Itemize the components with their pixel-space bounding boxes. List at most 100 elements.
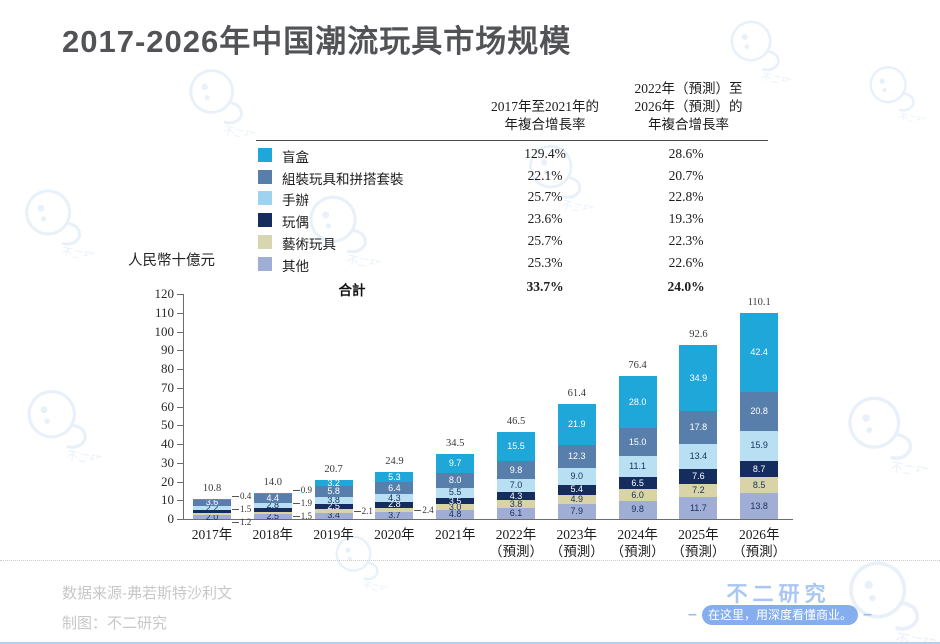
legend-label: 玩偶: [282, 215, 309, 231]
callout-leader-line: [353, 510, 361, 512]
bar-segment: [314, 512, 353, 519]
legend-label: 盲盒: [282, 150, 309, 165]
bar-segment-value: 5.8: [327, 485, 340, 496]
x-tick-forecast-label: （預測）: [732, 544, 787, 559]
bar-segment-value: 7.6: [692, 470, 705, 481]
bar-segment-value: 3.5: [448, 495, 462, 506]
bar-segment-value: 11.1: [629, 461, 647, 472]
bar-segment: [436, 472, 475, 488]
bar-segment: [436, 497, 475, 505]
bar-segment: [436, 510, 475, 519]
y-tick-label: 50: [161, 417, 174, 433]
callout-leader-line: [292, 489, 300, 491]
legend-cagr-2022-2026: 22.3%: [668, 232, 704, 248]
brand-slogan-text: 在这里，用深度看懂商业。: [707, 608, 852, 622]
y-tick-mark: [177, 444, 183, 445]
bar-segment: [679, 497, 718, 519]
bar-segment: [740, 392, 779, 432]
legend-row: 玩偶 23.6% 19.3%: [256, 211, 776, 231]
callout-leader-line: [232, 495, 239, 497]
bar-segment: [679, 345, 718, 411]
bar-segment: [193, 513, 231, 516]
legend-cagr-2022-2026: 22.6%: [668, 254, 704, 270]
y-tick-mark: [177, 331, 183, 333]
chart-credit-text: 制图：不二研究: [62, 615, 168, 632]
bar-segment-value: 3.0: [448, 501, 462, 512]
legend-label: 組裝玩具和拼搭套裝: [282, 171, 404, 187]
y-tick-mark: [177, 481, 183, 483]
y-tick-mark: [177, 406, 183, 408]
legend-label: 其他: [282, 258, 309, 274]
y-tick-label: 10: [161, 492, 174, 508]
bar-segment-value: 7.0: [509, 480, 523, 491]
x-tick-forecast-label: （預測）: [671, 544, 726, 559]
bar-segment: [618, 428, 657, 457]
callout-leader-line: [292, 515, 300, 517]
y-tick-label: 70: [161, 379, 174, 395]
bar-segment: [557, 495, 596, 505]
x-tick-label: 2017年: [191, 527, 233, 542]
bar-segment: [740, 477, 779, 494]
bar-segment: [740, 431, 779, 461]
x-tick-forecast-label: （預測）: [610, 544, 665, 559]
bar-segment: [618, 477, 657, 490]
bar-segment: [618, 375, 657, 429]
callout-leader-line: [414, 509, 422, 511]
brand-slogan-pill: 在这里，用深度看懂商业。: [688, 605, 872, 625]
bar-segment: [375, 512, 414, 519]
y-tick-label: 20: [161, 473, 174, 489]
bar-total-value: 34.5: [446, 438, 465, 450]
x-tick-label: 2026年: [738, 527, 780, 542]
legend-cagr-2017-2021: 22.1%: [527, 167, 563, 183]
legend-cagr-2017-2021: 23.6%: [527, 211, 563, 227]
bar-segment: [253, 492, 292, 495]
bar-segment-value: 13.8: [750, 500, 768, 511]
bar-segment: [253, 494, 292, 503]
legend-swatch: [258, 213, 272, 228]
callout-leader-line: [292, 502, 300, 504]
bar-segment-value: 9.8: [631, 504, 644, 515]
y-tick-mark: [177, 500, 183, 502]
bar-segment: [679, 469, 718, 484]
bar-segment: [375, 507, 414, 513]
bar-segment: [557, 468, 596, 485]
bar-segment-value: 3.8: [327, 494, 340, 505]
y-tick-label: 120: [154, 286, 175, 301]
y-tick-label: 90: [161, 342, 174, 358]
bar-segment-value: 2.0: [205, 511, 219, 522]
callout-value: 0.9: [300, 484, 313, 495]
y-tick-mark: [177, 425, 183, 427]
callout-value: 1.9: [300, 497, 313, 508]
y-tick-label: 40: [161, 436, 174, 451]
bar-segment-value: 12.3: [568, 450, 586, 461]
bar-total-value: 76.4: [628, 359, 647, 371]
cagr-column-header-2017-2021: 2017年至2021年的 年複合增長率: [491, 99, 599, 132]
bar-segment: [679, 444, 718, 470]
y-tick-mark: [177, 294, 183, 295]
callout-value: 1.2: [240, 516, 252, 527]
x-axis-line: [183, 519, 793, 520]
bar-segment-value: 5.3: [388, 471, 401, 482]
bar-segment: [253, 507, 292, 512]
x-tick-forecast-label: （預測）: [549, 544, 604, 559]
total-cagr-2022-2026: 24.0%: [667, 279, 705, 294]
bar-segment: [557, 484, 596, 495]
bar-segment-value: 17.8: [689, 422, 708, 432]
legend-cagr-2022-2026: 28.6%: [668, 146, 704, 161]
bar-segment-value: 9.8: [509, 464, 523, 475]
cagr-column-header-2022-2026: 2022年（預測）至 2026年（預測）的 年複合增長率: [634, 81, 743, 132]
legend-cagr-2017-2021: 25.3%: [527, 254, 563, 270]
bottom-accent-line: [0, 642, 940, 644]
legend-cagr-2017-2021: 25.7%: [527, 189, 563, 205]
bar-segment-value: 28.0: [628, 396, 647, 407]
callout-leader-line: [232, 508, 239, 510]
legend-cagr-table: 2017年至2021年的 年複合增長率 2022年（預測）至 2026年（預測）的年…: [256, 76, 776, 308]
x-tick-label: 2023年: [556, 527, 598, 542]
y-tick-label: 60: [161, 398, 174, 414]
y-tick-label: 30: [161, 454, 174, 470]
legend-row: 盲盒 129.4% 28.6%: [256, 146, 776, 166]
bar-segment: [497, 492, 535, 501]
legend-swatch: [258, 256, 272, 271]
